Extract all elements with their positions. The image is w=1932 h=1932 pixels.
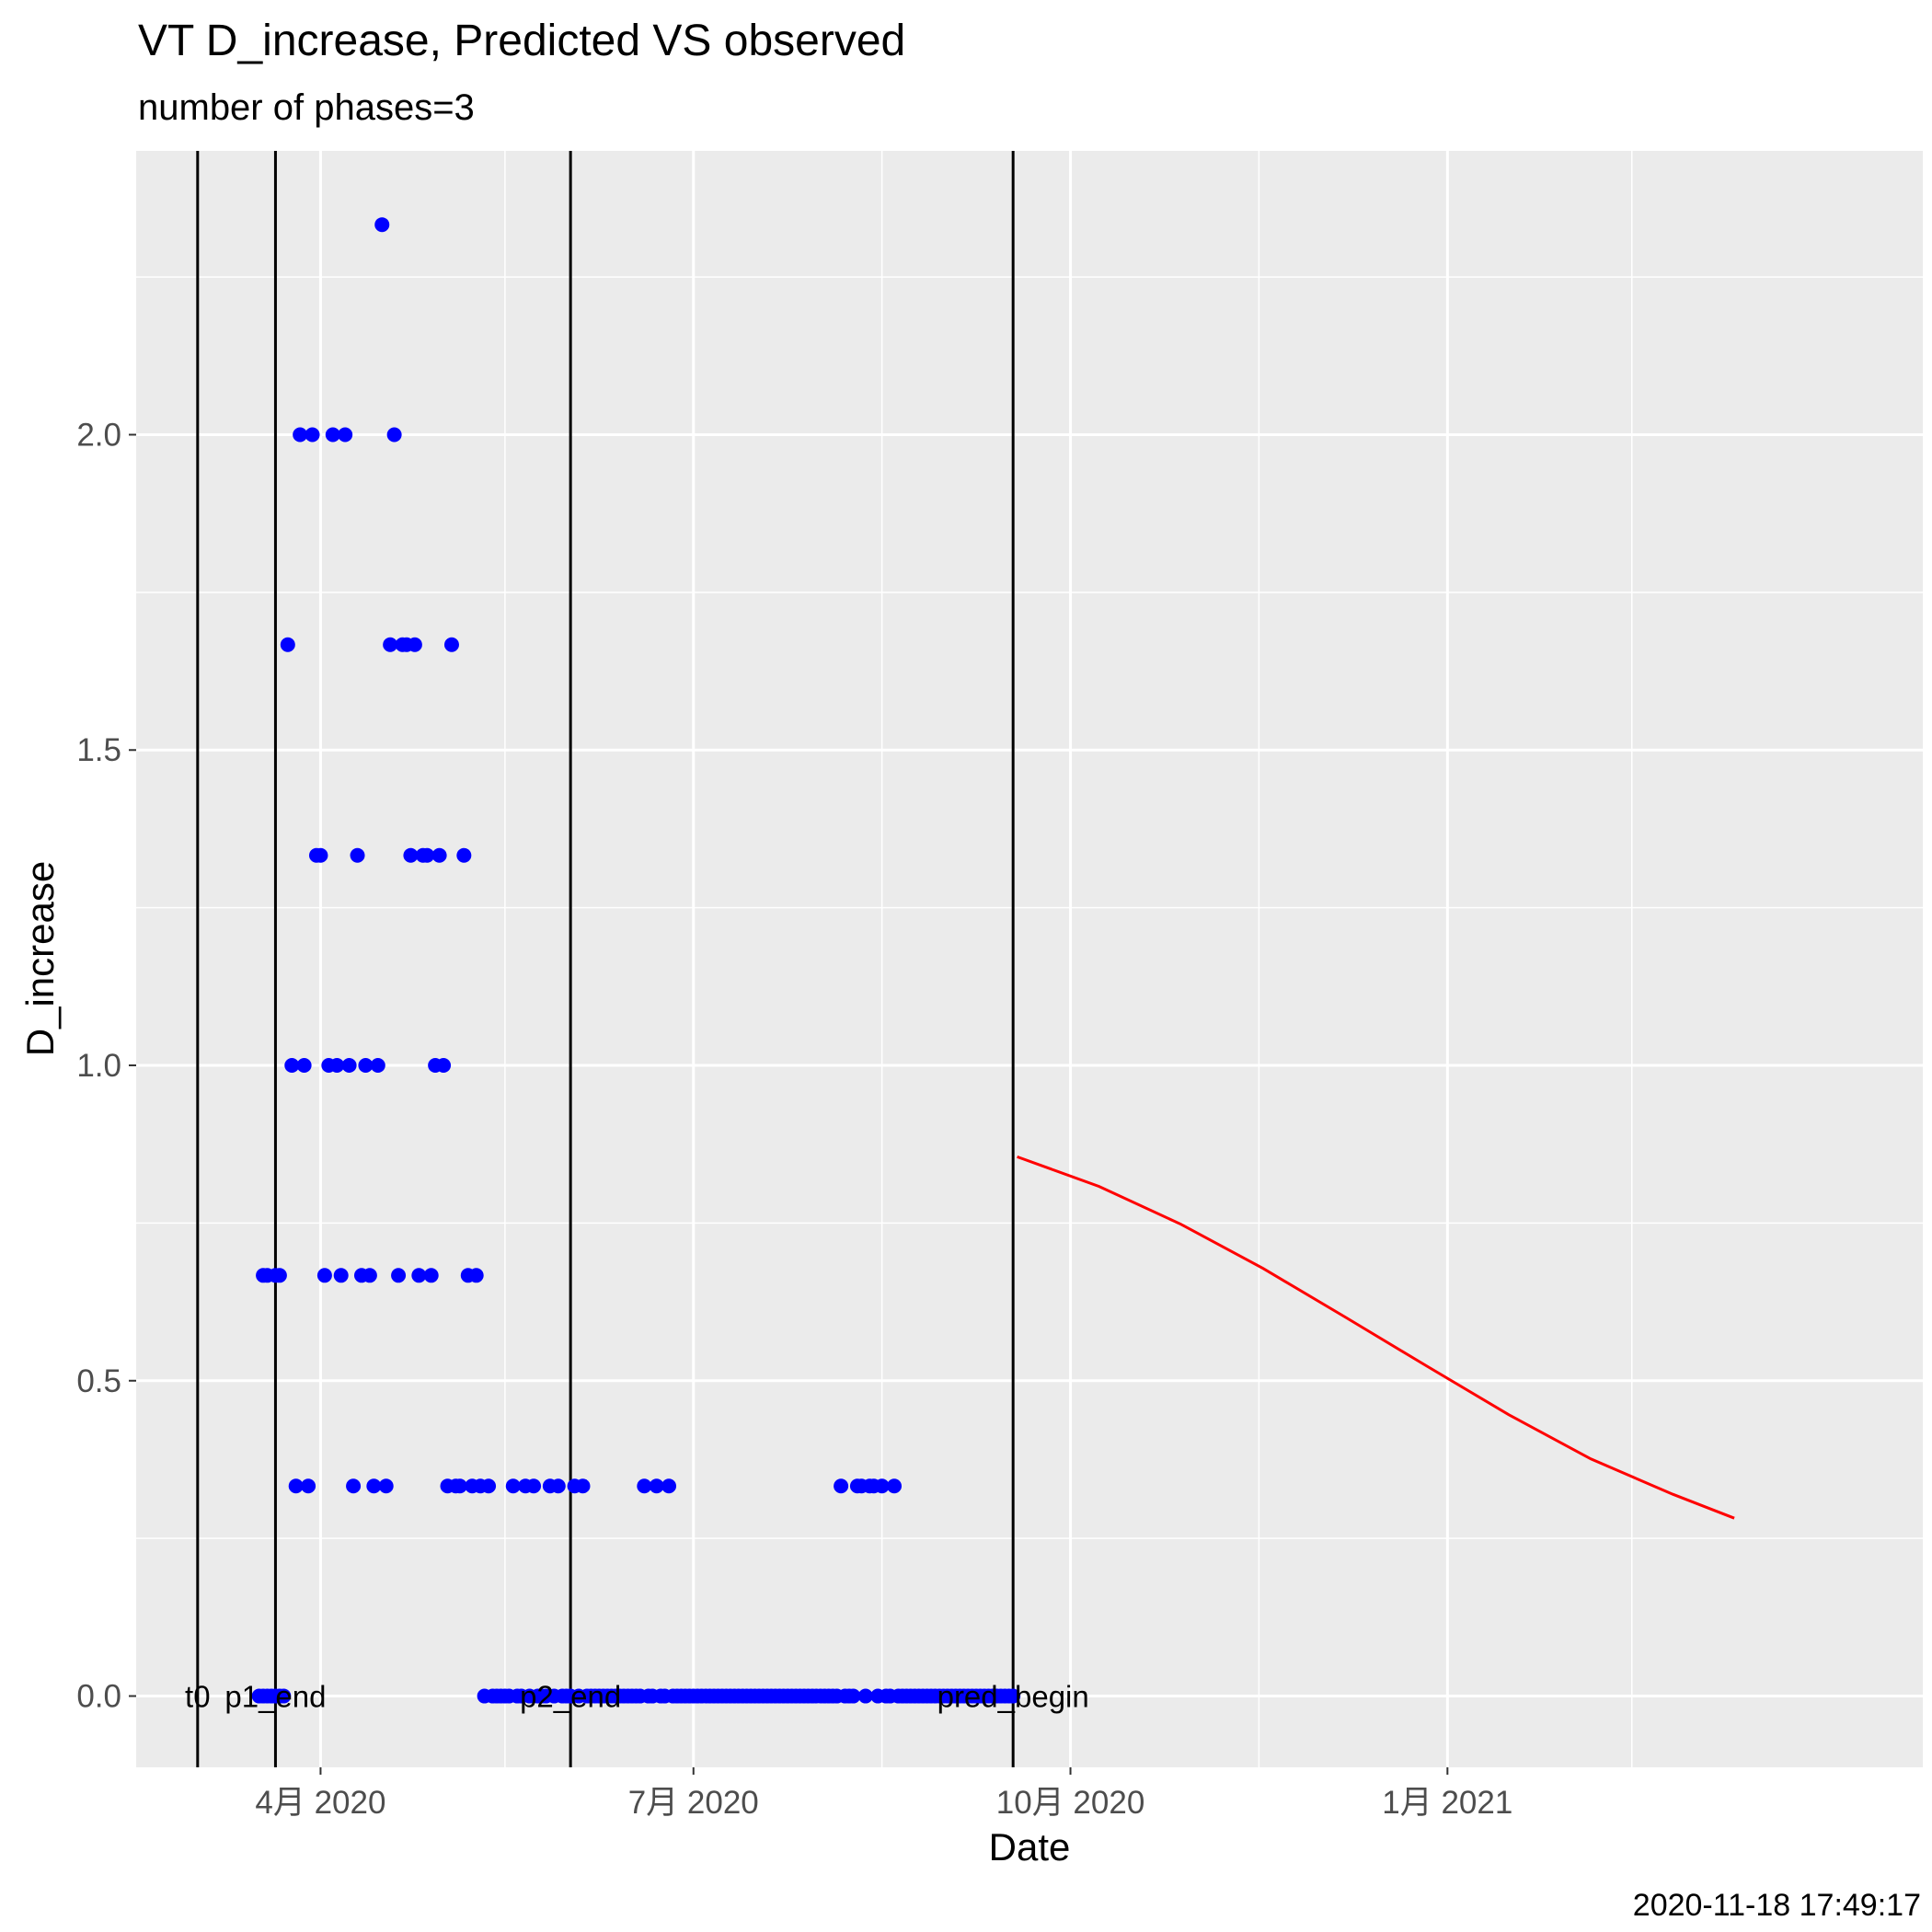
observed-point (649, 1478, 664, 1494)
observed-point (436, 1058, 452, 1074)
observed-point (338, 427, 353, 443)
observed-point (452, 1478, 467, 1494)
observed-point (845, 1688, 861, 1704)
observed-point (468, 1268, 484, 1283)
observed-point (423, 1268, 439, 1283)
predicted-line (1017, 1155, 1735, 1520)
observed-point (341, 1058, 357, 1074)
observed-point (456, 847, 472, 863)
observed-point (325, 427, 340, 443)
observed-point (637, 1478, 652, 1494)
observed-point (316, 1268, 332, 1283)
observed-point (301, 1478, 316, 1494)
observed-point (575, 1478, 591, 1494)
y-tick-label: 1.5 (76, 732, 121, 768)
phase-label: p1_end (224, 1680, 326, 1714)
predicted-line-group (1017, 1155, 1735, 1520)
x-tick-label: 1月 2021 (1382, 1785, 1512, 1821)
observed-point (378, 1478, 394, 1494)
observed-point (526, 1478, 542, 1494)
observed-point (313, 847, 328, 863)
observed-point (386, 427, 402, 443)
phase-lines (196, 151, 1015, 1767)
y-tick-label: 2.0 (76, 417, 121, 453)
chart-subtitle: number of phases=3 (138, 87, 475, 128)
phase-label: p2_end (520, 1680, 621, 1714)
observed-point (288, 1478, 304, 1494)
observed-point (411, 1268, 427, 1283)
observed-point (391, 1268, 407, 1283)
phase-label: t0 (185, 1680, 211, 1714)
y-tick-label: 1.0 (76, 1048, 121, 1084)
observed-point (362, 1268, 377, 1283)
observed-point (280, 637, 295, 652)
observed-point (383, 637, 398, 652)
x-axis-label: Date (989, 1825, 1071, 1869)
chart-title: VT D_increase, Predicted VS observed (138, 17, 905, 65)
y-tick-label: 0.0 (76, 1679, 121, 1715)
observed-point (350, 847, 365, 863)
observed-point (403, 847, 419, 863)
observed-point (443, 637, 459, 652)
observed-point (333, 1268, 349, 1283)
observed-point (661, 1478, 677, 1494)
observed-point (857, 1688, 873, 1704)
observed-point (420, 847, 435, 863)
observed-point (305, 427, 320, 443)
observed-point (358, 1058, 374, 1074)
y-tick-label: 0.5 (76, 1363, 121, 1399)
observed-point (271, 1268, 287, 1283)
grid-lines (131, 151, 1923, 1767)
observed-point (374, 217, 390, 233)
phase-label: pred_begin (937, 1680, 1089, 1714)
observed-point (1006, 1688, 1021, 1704)
x-tick-label: 7月 2020 (628, 1785, 759, 1821)
observed-point (505, 1478, 521, 1494)
caption-timestamp: 2020-11-18 17:49:17 (1633, 1888, 1921, 1923)
axes: 4月 2020 7月 2020 10月 2020 1月 2021 0.0 0.5 1.0 1.… (76, 417, 1512, 1821)
observed-point (431, 847, 447, 863)
observed-point (276, 1688, 292, 1704)
phase-labels: t0 p1_end p2_end pred_begin (185, 1680, 1089, 1714)
y-axis-label: D_increase (18, 861, 62, 1056)
observed-point (366, 1478, 382, 1494)
observed-point (284, 1058, 300, 1074)
observed-point (887, 1478, 903, 1494)
observed-point (874, 1478, 890, 1494)
observed-point (346, 1478, 362, 1494)
observed-point (329, 1058, 345, 1074)
observed-point (550, 1478, 566, 1494)
x-tick-label: 4月 2020 (255, 1785, 385, 1821)
observed-point (296, 1058, 312, 1074)
plot-panel (136, 151, 1923, 1767)
x-tick-label: 10月 2020 (996, 1785, 1145, 1821)
observed-point (293, 427, 308, 443)
observed-point (834, 1478, 849, 1494)
observed-points (251, 217, 1021, 1704)
observed-point (407, 637, 422, 652)
observed-point (370, 1058, 385, 1074)
observed-point (481, 1478, 497, 1494)
